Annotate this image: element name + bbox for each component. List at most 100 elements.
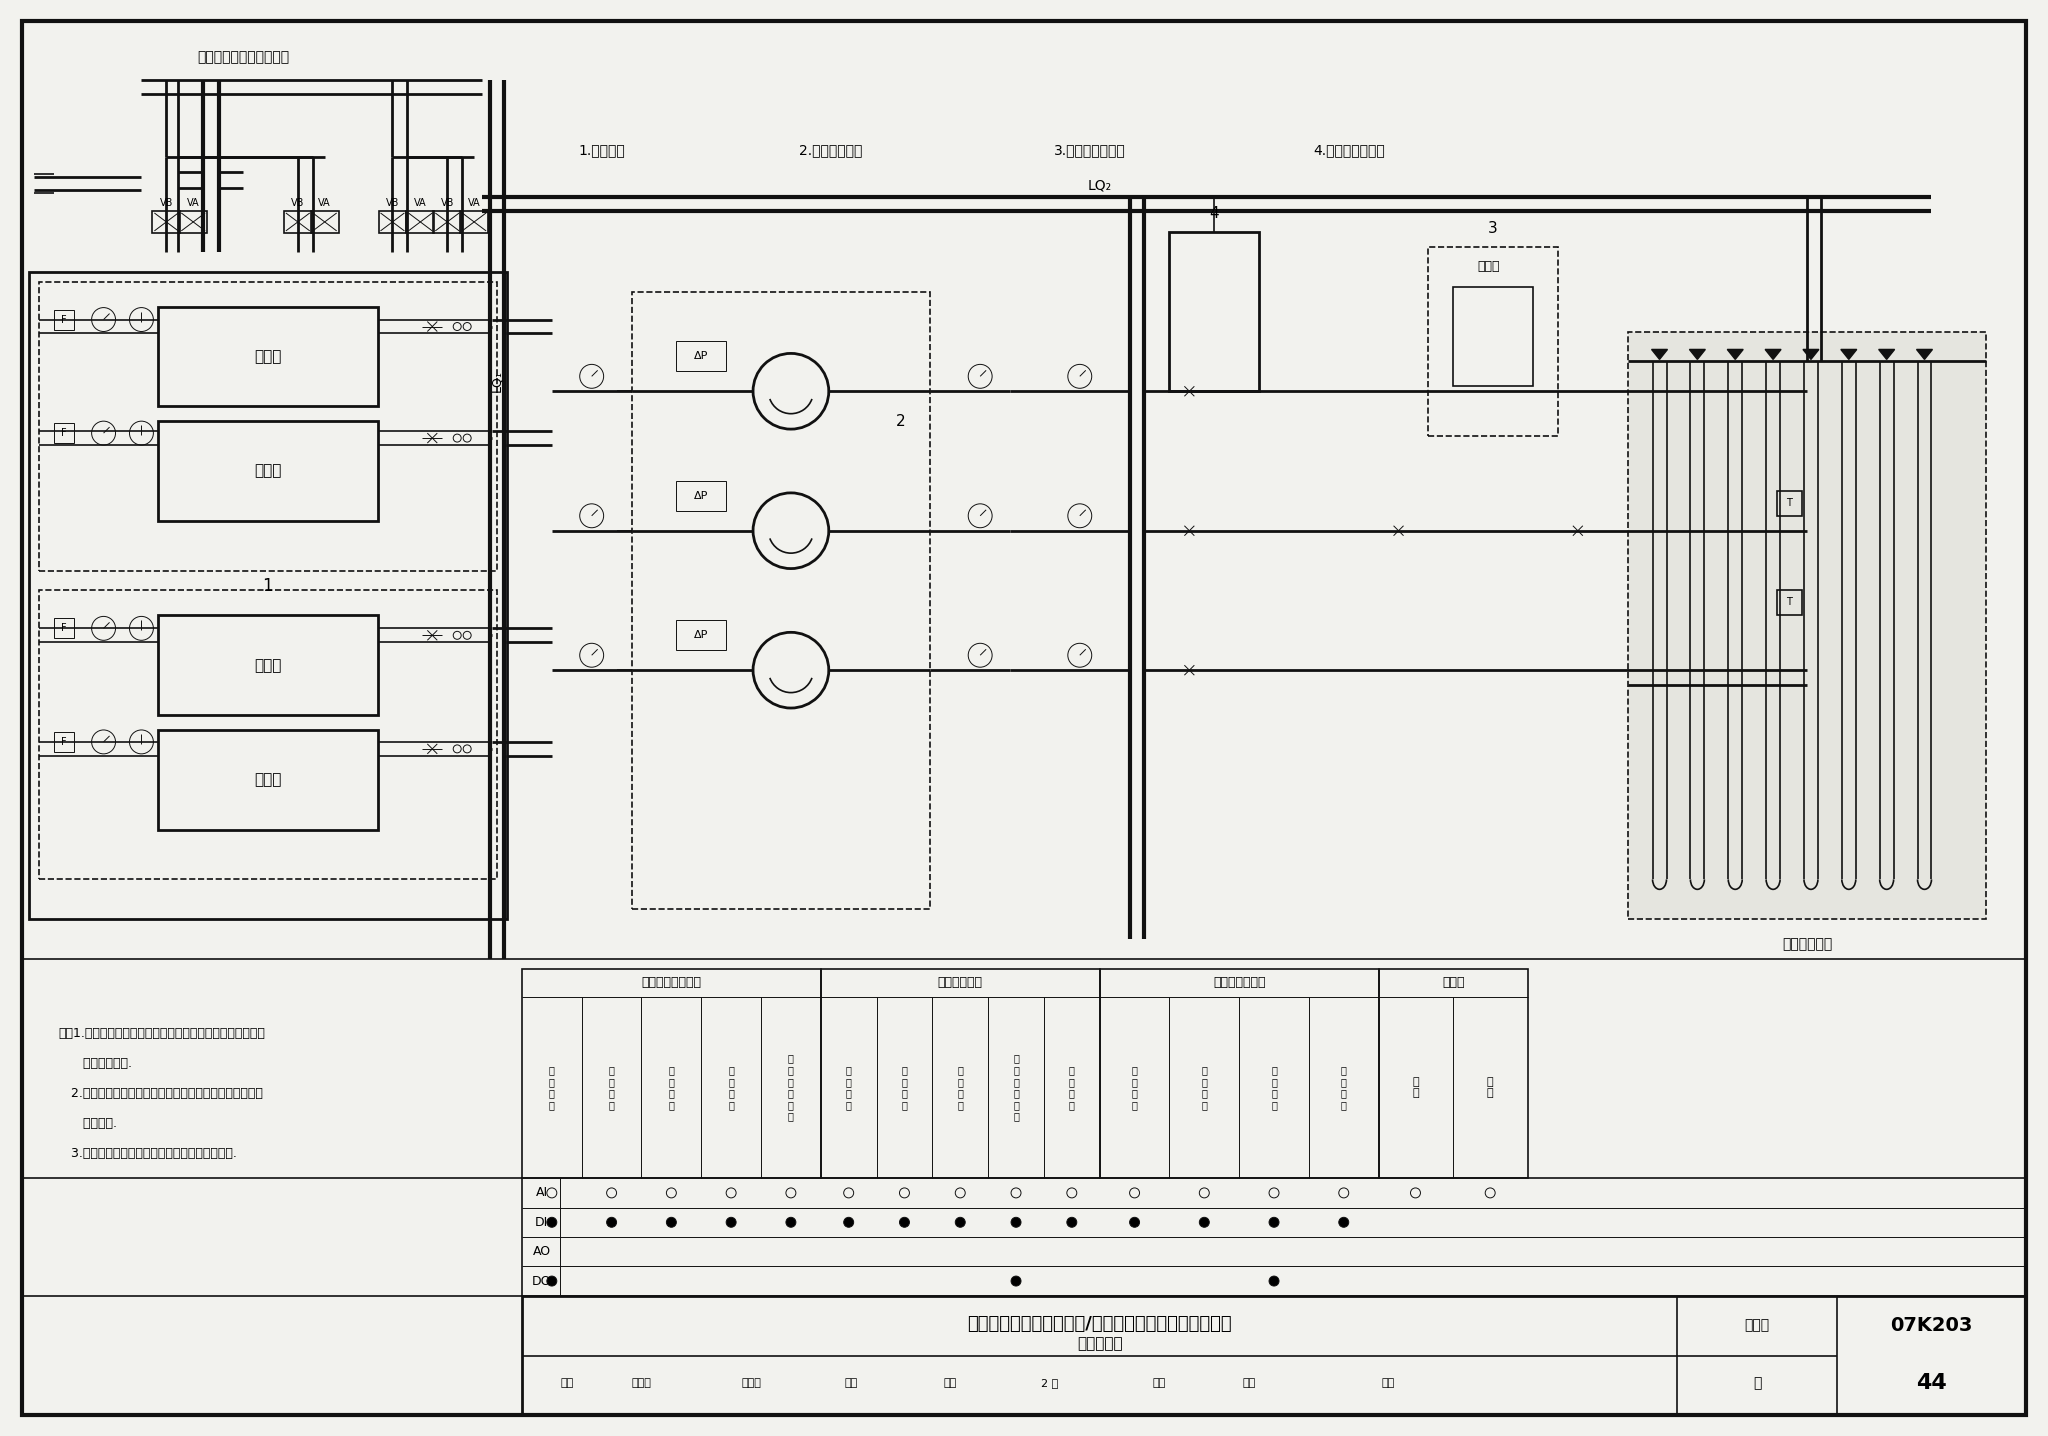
Text: VA: VA — [467, 198, 481, 208]
Polygon shape — [1690, 349, 1706, 359]
Bar — [522, 969, 821, 1178]
Bar — [1628, 332, 1987, 919]
Text: 地埋管换热器: 地埋管换热器 — [1782, 938, 1833, 951]
Text: 手
动
自
动: 手 动 自 动 — [1272, 1066, 1278, 1110]
Text: 伍小亭: 伍小亭 — [631, 1379, 651, 1389]
Bar — [1427, 247, 1559, 437]
Text: 07K203: 07K203 — [1890, 1317, 1972, 1335]
Circle shape — [1270, 1277, 1280, 1287]
Text: 开
关
到
位: 开 关 到 位 — [608, 1066, 614, 1110]
Bar — [29, 271, 508, 919]
Text: T: T — [1786, 498, 1792, 508]
Bar — [676, 481, 727, 511]
Text: 温
度: 温 度 — [1413, 1077, 1419, 1099]
Text: 图集号: 图集号 — [1745, 1318, 1769, 1333]
Polygon shape — [1841, 349, 1858, 359]
Text: VB: VB — [160, 198, 172, 208]
Polygon shape — [1917, 349, 1933, 359]
Circle shape — [547, 1218, 557, 1228]
Polygon shape — [1651, 349, 1667, 359]
Circle shape — [844, 1218, 854, 1228]
Text: ΔP: ΔP — [694, 491, 709, 501]
Bar — [158, 421, 377, 521]
Text: 冷凝器: 冷凝器 — [254, 464, 283, 478]
Text: 运
行
状
态: 运 行 状 态 — [1133, 1066, 1137, 1110]
Text: 冷却水循环泵: 冷却水循环泵 — [938, 976, 983, 989]
Text: 故
障
报
警: 故 障 报 警 — [1202, 1066, 1206, 1110]
Circle shape — [1012, 1277, 1022, 1287]
Polygon shape — [1802, 349, 1819, 359]
Text: VA: VA — [186, 198, 199, 208]
Text: 故
障
报
警: 故 障 报 警 — [901, 1066, 907, 1110]
Text: 不设冷却塔: 不设冷却塔 — [1077, 1335, 1122, 1351]
Text: 审核: 审核 — [561, 1379, 573, 1389]
Text: 运
行
状
态: 运 行 状 态 — [846, 1066, 852, 1110]
Text: 接用户侧空调循环水系统: 接用户侧空调循环水系统 — [197, 50, 289, 65]
Bar — [53, 732, 74, 752]
Text: VB: VB — [291, 198, 305, 208]
Circle shape — [1067, 1218, 1077, 1228]
Bar — [39, 281, 498, 570]
Text: 埋管式地源热泵空调冷却/热源水系统自控原理图（一）: 埋管式地源热泵空调冷却/热源水系统自控原理图（一） — [967, 1314, 1233, 1333]
Bar — [311, 211, 338, 233]
Bar — [158, 307, 377, 406]
Text: VA: VA — [414, 198, 426, 208]
Text: 启
停
控
制: 启 停 控 制 — [1069, 1066, 1075, 1110]
Bar — [631, 292, 930, 909]
Polygon shape — [1878, 349, 1894, 359]
Circle shape — [666, 1218, 676, 1228]
Bar — [158, 729, 377, 830]
Text: 流
量: 流 量 — [1487, 1077, 1493, 1099]
Text: 1: 1 — [262, 576, 272, 595]
Text: 3: 3 — [1489, 221, 1497, 237]
Bar — [1778, 590, 1802, 616]
Text: 4: 4 — [1210, 207, 1219, 221]
Text: 赵斌: 赵斌 — [1243, 1379, 1255, 1389]
Text: 开关型电动两通阀: 开关型电动两通阀 — [641, 976, 700, 989]
Text: 开
关
控
制: 开 关 控 制 — [549, 1066, 555, 1110]
Text: VB: VB — [385, 198, 399, 208]
Circle shape — [1339, 1218, 1350, 1228]
Text: 蒸发器: 蒸发器 — [254, 658, 283, 672]
Bar — [53, 424, 74, 444]
Text: 但七李: 但七李 — [741, 1379, 762, 1389]
Text: 王现: 王现 — [944, 1379, 956, 1389]
Text: F: F — [61, 314, 66, 325]
Text: 自来水: 自来水 — [1477, 260, 1499, 273]
Text: 运行状况.: 运行状况. — [59, 1117, 117, 1130]
Text: 2.流量传感器与温度传感器的作用是监测埋地管换热器的: 2.流量传感器与温度传感器的作用是监测埋地管换热器的 — [59, 1087, 262, 1100]
Text: 1.冷水机组: 1.冷水机组 — [578, 144, 625, 157]
Text: DI: DI — [535, 1216, 549, 1229]
Text: 3.地源侧膨胀水箱: 3.地源侧膨胀水箱 — [1055, 144, 1126, 157]
Bar — [434, 211, 461, 233]
Bar — [158, 616, 377, 715]
Text: ΔP: ΔP — [694, 630, 709, 640]
Bar — [39, 590, 498, 879]
Bar — [1169, 231, 1260, 391]
Bar — [1454, 287, 1534, 386]
Text: AO: AO — [532, 1245, 551, 1258]
Bar — [379, 211, 406, 233]
Text: T: T — [1786, 597, 1792, 607]
Text: 2.冷却水循环泵: 2.冷却水循环泵 — [799, 144, 862, 157]
Circle shape — [1270, 1218, 1280, 1228]
Text: 2 砚: 2 砚 — [1040, 1379, 1059, 1389]
Text: 侧变流量运行.: 侧变流量运行. — [59, 1057, 131, 1070]
Bar — [53, 310, 74, 329]
Circle shape — [954, 1218, 965, 1228]
Text: 启
停
控
制: 启 停 控 制 — [1341, 1066, 1348, 1110]
Bar — [522, 1178, 2025, 1295]
Circle shape — [1130, 1218, 1139, 1228]
Polygon shape — [1765, 349, 1782, 359]
Text: 故
障
报
警: 故 障 报 警 — [668, 1066, 674, 1110]
Text: 44: 44 — [1917, 1373, 1948, 1393]
Bar — [1100, 969, 1378, 1178]
Circle shape — [1200, 1218, 1208, 1228]
Circle shape — [547, 1277, 557, 1287]
Text: VB: VB — [440, 198, 455, 208]
Text: LQ₂: LQ₂ — [1087, 178, 1112, 192]
Bar — [676, 620, 727, 651]
Text: 2: 2 — [895, 414, 905, 429]
Circle shape — [727, 1218, 735, 1228]
Text: AI: AI — [537, 1186, 549, 1199]
